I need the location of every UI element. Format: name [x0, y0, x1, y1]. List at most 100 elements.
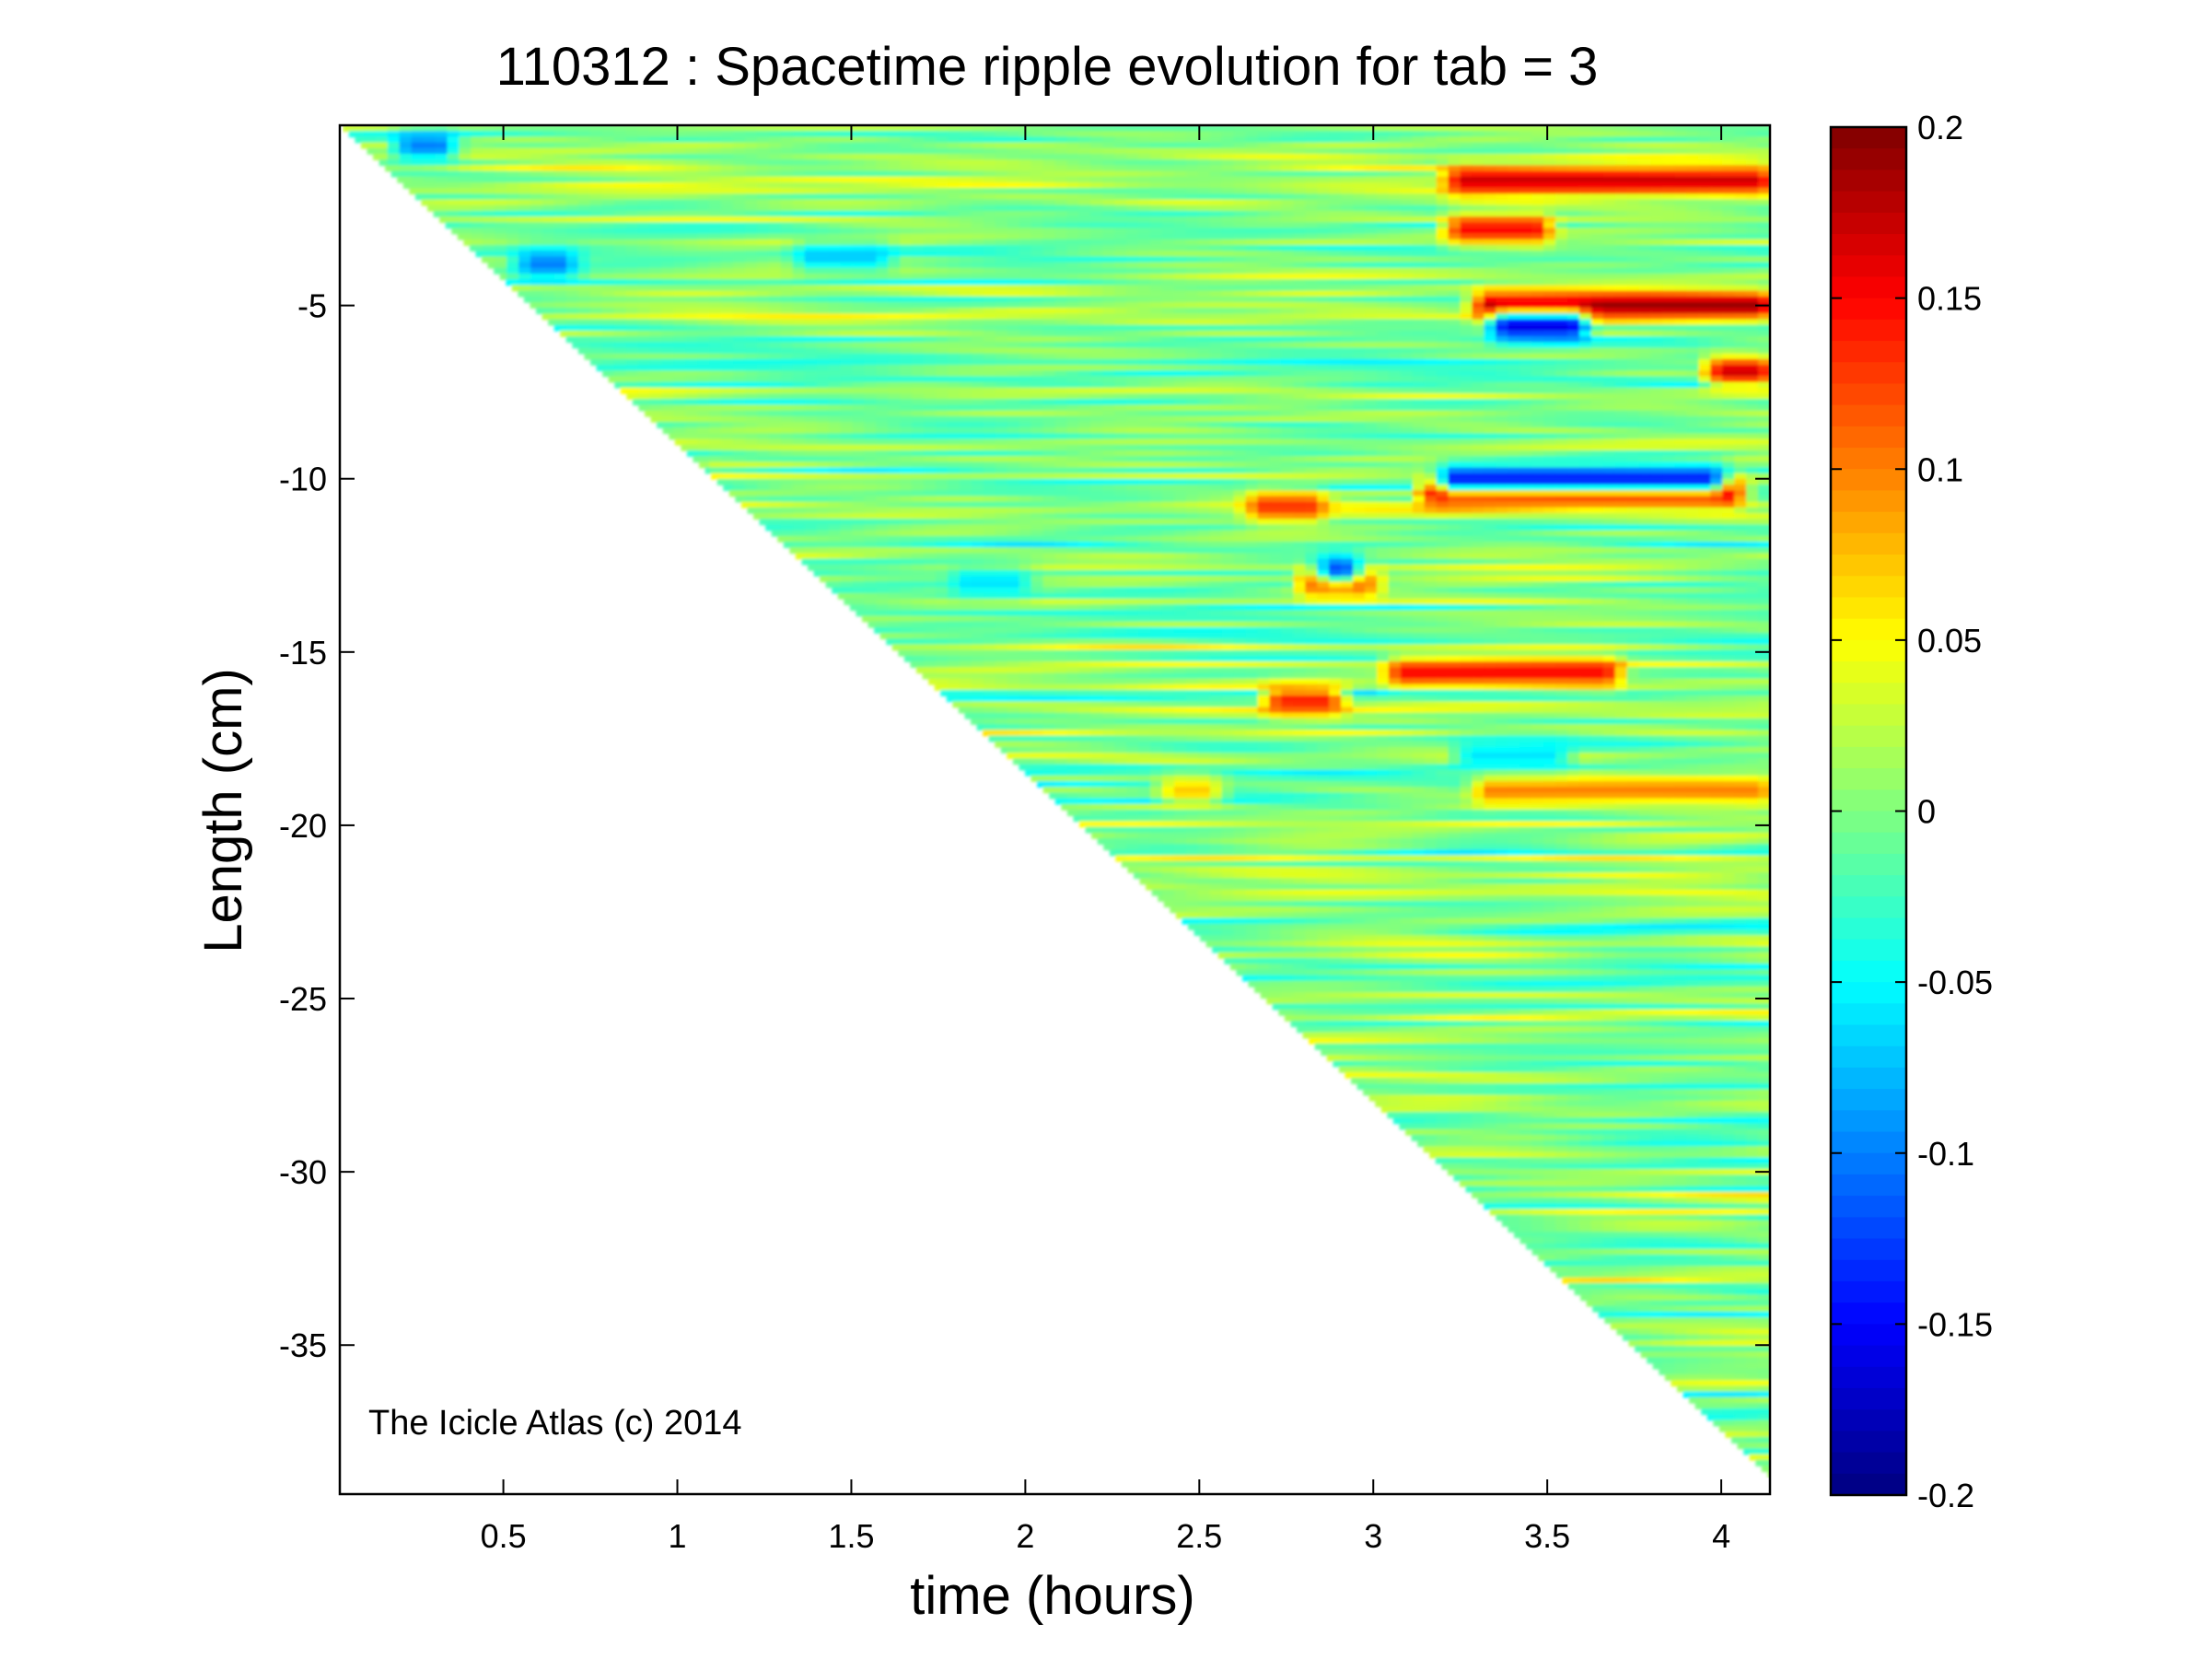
heatmap-cell — [756, 347, 770, 355]
heatmap-cell — [756, 313, 770, 321]
heatmap-cell — [1436, 262, 1449, 269]
heatmap-cell — [1638, 353, 1652, 360]
heatmap-cell — [709, 222, 722, 229]
heatmap-cell — [518, 210, 531, 217]
heatmap-cell — [983, 324, 996, 332]
heatmap-cell — [1496, 131, 1509, 138]
heatmap-cell — [1150, 365, 1163, 372]
heatmap-cell — [1042, 336, 1056, 344]
heatmap-cell — [1722, 228, 1735, 235]
heatmap-cell — [900, 125, 913, 132]
heatmap-cell — [768, 239, 782, 246]
heatmap-cell — [1114, 159, 1127, 167]
heatmap-cell — [649, 370, 663, 378]
heatmap-cell — [876, 136, 890, 144]
heatmap-cell — [1412, 193, 1426, 201]
heatmap-cell — [1448, 176, 1461, 183]
heatmap-cell — [1388, 319, 1402, 326]
heatmap-cell — [1746, 256, 1759, 263]
heatmap-cell — [1019, 324, 1032, 332]
heatmap-cell — [1543, 347, 1556, 355]
heatmap-cell — [1353, 347, 1366, 355]
heatmap-cell — [530, 290, 543, 298]
heatmap-cell — [888, 296, 902, 303]
heatmap-cell — [411, 153, 425, 160]
heatmap-cell — [900, 136, 913, 144]
heatmap-cell — [900, 222, 913, 229]
heatmap-cell — [649, 176, 663, 183]
heatmap-cell — [1758, 165, 1770, 172]
heatmap-cell — [1102, 330, 1116, 337]
heatmap-cell — [1150, 324, 1163, 332]
heatmap-cell — [1662, 256, 1676, 263]
heatmap-cell — [1138, 336, 1151, 344]
heatmap-cell — [542, 245, 555, 252]
heatmap-cell — [840, 239, 854, 246]
heatmap-cell — [1590, 233, 1604, 240]
heatmap-cell — [876, 330, 890, 337]
heatmap-cell — [1042, 142, 1056, 149]
heatmap-cell — [1114, 199, 1127, 206]
heatmap-cell — [1054, 147, 1068, 155]
heatmap-cell — [637, 319, 651, 326]
heatmap-cell — [518, 251, 531, 258]
heatmap-cell — [1496, 147, 1509, 155]
heatmap-cell — [1412, 324, 1426, 332]
heatmap-cell — [1138, 188, 1151, 195]
heatmap-cell — [840, 165, 854, 172]
heatmap-cell — [1614, 142, 1628, 149]
heatmap-cell — [1126, 353, 1139, 360]
heatmap-cell — [709, 136, 722, 144]
heatmap-cell — [983, 239, 996, 246]
heatmap-cell — [768, 188, 782, 195]
heatmap-cell — [1590, 228, 1604, 235]
heatmap-cell — [1126, 228, 1139, 235]
heatmap-cell — [697, 239, 710, 246]
heatmap-cell — [1686, 376, 1700, 383]
heatmap-cell — [613, 204, 627, 212]
heatmap-cell — [1436, 347, 1449, 355]
heatmap-cell — [971, 170, 984, 178]
heatmap-cell — [565, 216, 579, 224]
heatmap-cell — [1209, 233, 1223, 240]
heatmap-cell — [1400, 376, 1414, 383]
heatmap-cell — [840, 285, 854, 292]
heatmap-cell — [542, 193, 555, 201]
heatmap-cell — [673, 165, 687, 172]
heatmap-cell — [924, 256, 937, 263]
heatmap-cell — [1173, 342, 1187, 349]
heatmap-cell — [1341, 273, 1354, 280]
heatmap-cell — [756, 176, 770, 183]
heatmap-cell — [709, 131, 722, 138]
heatmap-cell — [1758, 181, 1770, 189]
heatmap-cell — [673, 301, 687, 309]
heatmap-cell — [565, 170, 579, 178]
heatmap-cell — [1722, 273, 1735, 280]
heatmap-cell — [1233, 342, 1247, 349]
heatmap-cell — [1400, 216, 1414, 224]
heatmap-cell — [721, 370, 734, 378]
heatmap-cell — [1138, 256, 1151, 263]
heatmap-cell — [1460, 233, 1473, 240]
heatmap-cell — [1376, 358, 1390, 366]
heatmap-cell — [483, 159, 496, 167]
heatmap-cell — [1722, 176, 1735, 183]
heatmap-cell — [1758, 285, 1770, 292]
heatmap-cell — [1424, 131, 1438, 138]
heatmap-cell — [1281, 199, 1295, 206]
heatmap-cell — [661, 228, 675, 235]
heatmap-cell — [1472, 324, 1485, 332]
heatmap-cell — [912, 181, 925, 189]
heatmap-cell — [1650, 256, 1664, 263]
heatmap-cell — [1007, 256, 1020, 263]
heatmap-cell — [1269, 222, 1283, 229]
heatmap-cell — [1746, 228, 1759, 235]
heatmap-cell — [483, 181, 496, 189]
heatmap-cell — [1197, 210, 1211, 217]
heatmap-cell — [1257, 279, 1271, 286]
heatmap-cell — [995, 181, 1008, 189]
heatmap-cell — [565, 330, 579, 337]
heatmap-cell — [697, 228, 710, 235]
heatmap-cell — [1030, 131, 1044, 138]
heatmap-cell — [601, 290, 615, 298]
